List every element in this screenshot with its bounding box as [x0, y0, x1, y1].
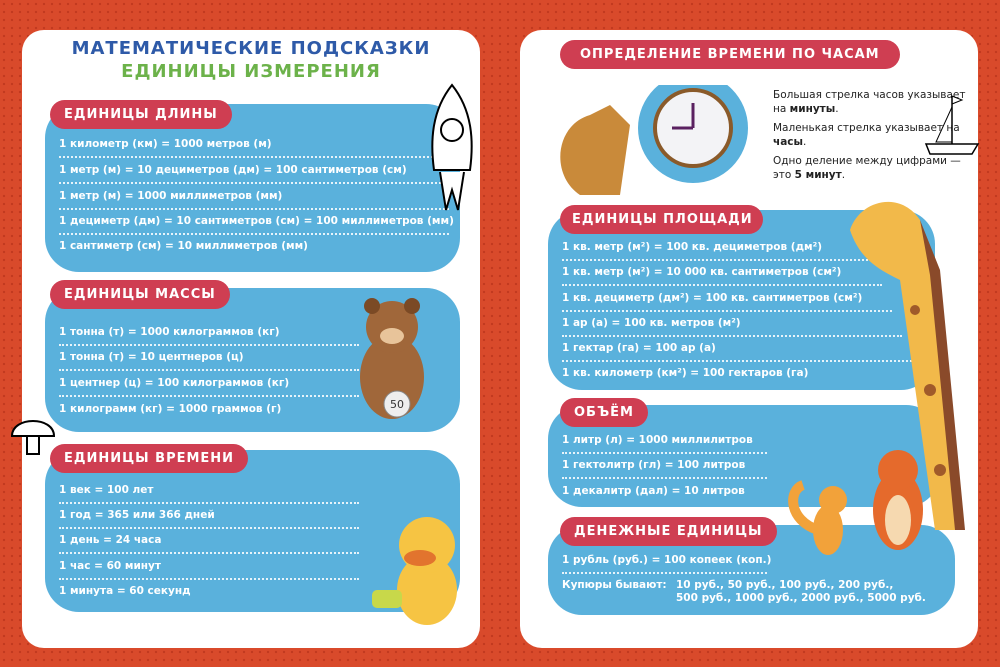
- mass-row: 1 тонна (т) = 10 центнеров (ц): [59, 351, 359, 371]
- sailboat-icon: [924, 95, 980, 155]
- bear-illustration: 50: [360, 298, 424, 419]
- left-page: МАТЕМАТИЧЕСКИЕ ПОДСКАЗКИ ЕДИНИЦЫ ИЗМЕРЕН…: [10, 30, 480, 648]
- time-label: ЕДИНИЦЫ ВРЕМЕНИ: [50, 444, 249, 473]
- area-row: 1 кв. километр (км²) = 100 гектаров (га): [562, 367, 809, 379]
- bold-text: минуты: [789, 103, 836, 115]
- mass-row: 1 тонна (т) = 1000 килограммов (кг): [59, 326, 359, 346]
- money-label: ДЕНЕЖНЫЕ ЕДИНИЦЫ: [560, 517, 777, 546]
- money-row: 1 рубль (руб.) = 100 копеек (коп.): [562, 554, 771, 574]
- volume-row: 1 декалитр (дал) = 10 литров: [562, 485, 745, 497]
- area-row: 1 кв. метр (м²) = 100 кв. дециметров (дм…: [562, 241, 872, 261]
- time-row: 1 минута = 60 секунд: [59, 585, 191, 597]
- time-row: 1 год = 365 или 366 дней: [59, 509, 359, 529]
- page-title: МАТЕМАТИЧЕСКИЕ ПОДСКАЗКИ: [71, 38, 431, 59]
- notes-line: 10 руб., 50 руб., 100 руб., 200 руб.,: [676, 579, 894, 591]
- length-panel: 1 километр (км) = 1000 метров (м) 1 метр…: [45, 104, 460, 272]
- time-row: 1 день = 24 часа: [59, 534, 359, 554]
- area-row: 1 гектар (га) = 100 ар (а): [562, 342, 912, 362]
- foxes-illustration: [788, 450, 923, 555]
- area-label: ЕДИНИЦЫ ПЛОЩАДИ: [560, 205, 763, 234]
- duckling-illustration: [372, 517, 457, 625]
- length-row: 1 сантиметр (см) = 10 миллиметров (мм): [59, 240, 308, 252]
- volume-row: 1 гектолитр (гл) = 100 литров: [562, 459, 767, 479]
- mass-row: 1 центнер (ц) = 100 килограммов (кг): [59, 377, 359, 397]
- length-label: ЕДИНИЦЫ ДЛИНЫ: [50, 100, 232, 129]
- rocket-illustration: [431, 83, 473, 211]
- volume-label: ОБЪЁМ: [560, 398, 648, 427]
- length-row: 1 метр (м) = 1000 миллиметров (мм): [59, 190, 449, 210]
- length-row: 1 метр (м) = 10 дециметров (дм) = 100 са…: [59, 164, 449, 184]
- notes-line: 500 руб., 1000 руб., 2000 руб., 5000 руб…: [676, 592, 926, 604]
- volume-row: 1 литр (л) = 1000 миллилитров: [562, 434, 767, 454]
- text: Одно деление между цифрами — это: [773, 155, 961, 181]
- time-row: 1 век = 100 лет: [59, 484, 359, 504]
- giraffe-illustration: [850, 202, 965, 530]
- area-row: 1 кв. дециметр (дм²) = 100 кв. сантиметр…: [562, 292, 892, 312]
- mushroom-icon: [10, 420, 56, 455]
- text: Большая стрелка часов указывает на: [773, 89, 966, 115]
- area-row: 1 кв. метр (м²) = 10 000 кв. сантиметров…: [562, 266, 882, 286]
- clock-label: ОПРЕДЕЛЕНИЕ ВРЕМЕНИ ПО ЧАСАМ: [560, 40, 900, 69]
- notes-label: Купюры бывают:: [562, 579, 667, 591]
- clock-illustration: [560, 85, 748, 195]
- time-row: 1 час = 60 минут: [59, 560, 359, 580]
- bold-text: часы: [773, 136, 804, 148]
- time-panel: 1 век = 100 лет 1 год = 365 или 366 дней…: [45, 450, 460, 612]
- length-row: 1 километр (км) = 1000 метров (м): [59, 138, 449, 158]
- mass-label: ЕДИНИЦЫ МАССЫ: [50, 280, 230, 309]
- text: Маленькая стрелка указывает на: [773, 122, 960, 134]
- page-subtitle: ЕДИНИЦЫ ИЗМЕРЕНИЯ: [121, 61, 381, 82]
- area-row: 1 ар (а) = 100 кв. метров (м²): [562, 317, 902, 337]
- right-page: ОПРЕДЕЛЕНИЕ ВРЕМЕНИ ПО ЧАСАМ Большая стр…: [520, 30, 980, 648]
- bold-text: 5 минут: [794, 169, 842, 181]
- mass-row: 1 килограмм (кг) = 1000 граммов (г): [59, 403, 282, 415]
- clock-description: Большая стрелка часов указывает на минут…: [773, 89, 966, 181]
- length-row: 1 дециметр (дм) = 10 сантиметров (см) = …: [59, 215, 454, 235]
- weight-label: 50: [390, 398, 404, 411]
